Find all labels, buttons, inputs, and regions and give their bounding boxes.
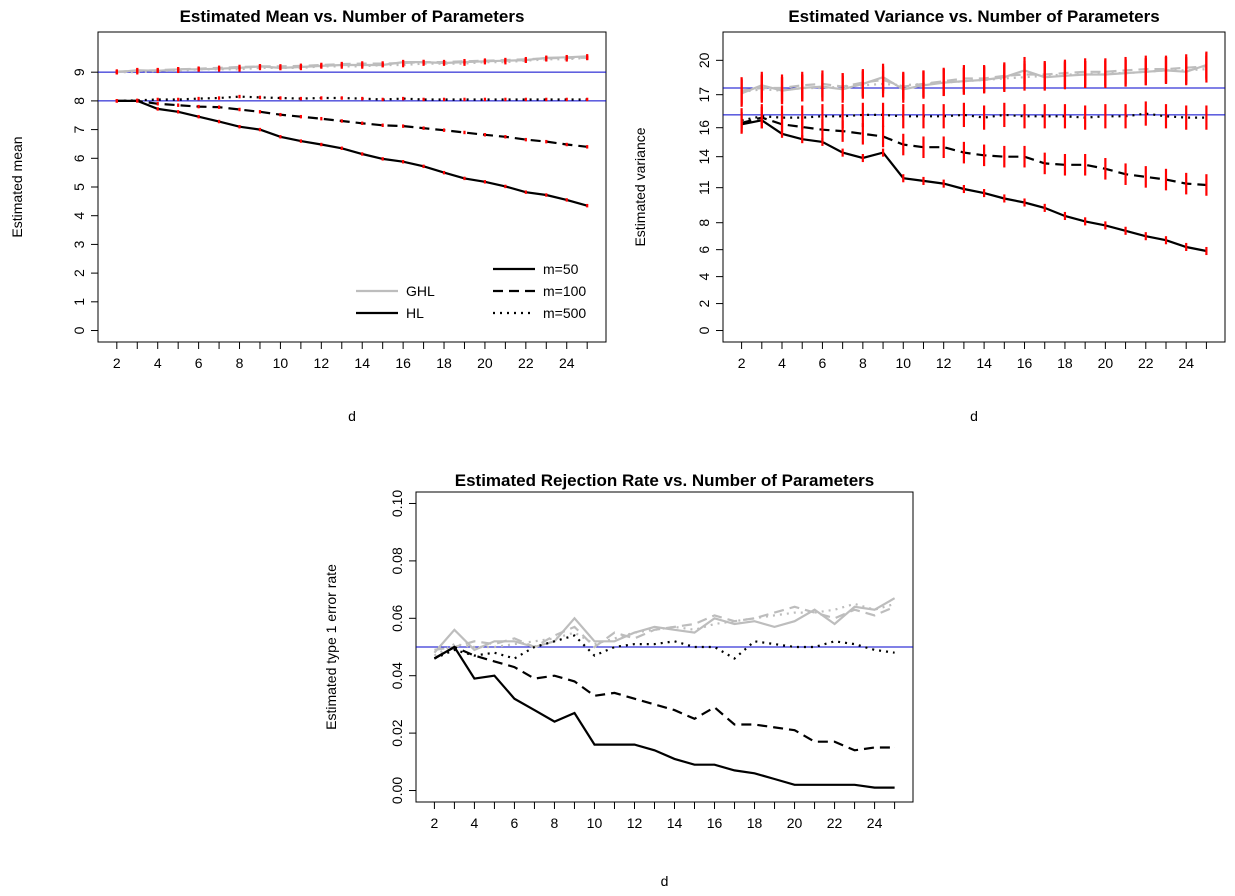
x-tick-label: 6 <box>511 815 519 831</box>
x-tick-label: 10 <box>587 815 603 831</box>
x-tick-label: 22 <box>1138 355 1154 371</box>
y-tick-label: 2 <box>71 269 87 277</box>
legend-label: m=50 <box>543 261 579 277</box>
series-hl-m100 <box>741 116 1207 187</box>
x-tick-label: 8 <box>236 355 244 371</box>
y-axis-label: Estimated type 1 error rate <box>323 564 339 730</box>
y-tick-label: 3 <box>71 240 87 248</box>
y-axis-label: Estimated variance <box>632 127 648 246</box>
x-tick-label: 8 <box>551 815 559 831</box>
x-tick-label: 4 <box>778 355 786 371</box>
x-tick-label: 18 <box>747 815 763 831</box>
plot-frame <box>722 31 1226 343</box>
legend-label: GHL <box>406 283 435 299</box>
x-tick-label: 4 <box>154 355 162 371</box>
x-tick-label: 16 <box>395 355 411 371</box>
chart-title: Estimated Mean vs. Number of Parameters <box>180 7 525 26</box>
y-tick-label: 16 <box>696 120 712 136</box>
panel-3: Estimated Rejection Rate vs. Number of P… <box>323 471 914 889</box>
x-tick-label: 14 <box>976 355 992 371</box>
x-tick-label: 14 <box>667 815 683 831</box>
x-tick-label: 12 <box>627 815 643 831</box>
x-axis-label: d <box>970 408 978 424</box>
series-hl-m500 <box>116 95 588 102</box>
series-hl-m50 <box>741 119 1207 253</box>
x-tick-label: 24 <box>867 815 883 831</box>
x-tick-label: 20 <box>787 815 803 831</box>
y-tick-label: 4 <box>71 212 87 220</box>
x-tick-label: 22 <box>827 815 843 831</box>
x-tick-label: 2 <box>113 355 121 371</box>
y-tick-label: 4 <box>696 273 712 281</box>
x-tick-label: 18 <box>436 355 452 371</box>
y-tick-label: 0 <box>71 326 87 334</box>
chart-title: Estimated Variance vs. Number of Paramet… <box>788 7 1159 26</box>
x-tick-label: 8 <box>859 355 867 371</box>
chart-title: Estimated Rejection Rate vs. Number of P… <box>455 471 874 490</box>
x-tick-label: 12 <box>314 355 330 371</box>
y-tick-label: 6 <box>696 246 712 254</box>
y-tick-label: 14 <box>696 149 712 165</box>
series-hl-m100 <box>433 645 895 752</box>
series-hl-m500 <box>741 112 1207 122</box>
y-tick-label: 20 <box>696 52 712 68</box>
y-tick-label: 0.00 <box>389 777 405 804</box>
series-ghl-m100 <box>116 56 588 73</box>
x-tick-label: 2 <box>738 355 746 371</box>
panel-1: Estimated Mean vs. Number of Parameters 2… <box>9 7 607 424</box>
x-tick-label: 16 <box>1017 355 1033 371</box>
y-tick-label: 9 <box>71 68 87 76</box>
y-tick-label: 0.02 <box>389 719 405 746</box>
y-tick-label: 2 <box>696 299 712 307</box>
x-tick-label: 20 <box>1098 355 1114 371</box>
series-ghl-m100 <box>741 65 1207 92</box>
y-tick-label: 5 <box>71 183 87 191</box>
x-tick-label: 14 <box>354 355 370 371</box>
series-hl-m50 <box>116 99 588 207</box>
x-tick-label: 10 <box>273 355 289 371</box>
legend-label: HL <box>406 305 424 321</box>
series-hl-m50 <box>433 645 895 789</box>
y-tick-label: 11 <box>696 180 712 195</box>
y-tick-label: 0.04 <box>389 662 405 689</box>
x-tick-label: 2 <box>431 815 439 831</box>
x-axis-label: d <box>661 873 669 889</box>
series-ghl-m500 <box>433 602 895 657</box>
x-tick-label: 18 <box>1057 355 1073 371</box>
series-hl-m100 <box>116 99 588 148</box>
y-tick-label: 0.06 <box>389 604 405 631</box>
legend-label: m=500 <box>543 305 586 321</box>
y-tick-label: 6 <box>71 154 87 162</box>
y-tick-label: 8 <box>696 219 712 227</box>
x-tick-label: 4 <box>471 815 479 831</box>
y-tick-label: 0.10 <box>389 490 405 517</box>
plot-frame <box>97 31 607 343</box>
x-axis-label: d <box>348 408 356 424</box>
x-tick-label: 24 <box>1178 355 1194 371</box>
series-ghl-m500 <box>116 56 588 74</box>
series-hl-m500 <box>433 634 895 660</box>
y-tick-label: 8 <box>71 97 87 105</box>
x-tick-label: 6 <box>195 355 203 371</box>
x-tick-label: 10 <box>895 355 911 371</box>
series-ghl-m500 <box>741 68 1207 94</box>
y-axis-label: Estimated mean <box>9 136 25 237</box>
x-tick-label: 22 <box>518 355 534 371</box>
legend-label: m=100 <box>543 283 586 299</box>
legend: GHL HL m=50 m=100 m=500 <box>356 261 586 321</box>
x-tick-label: 6 <box>819 355 827 371</box>
panel-2: Estimated Variance vs. Number of Paramet… <box>632 7 1226 424</box>
y-tick-label: 7 <box>71 125 87 133</box>
y-tick-label: 17 <box>696 87 712 103</box>
x-tick-label: 24 <box>559 355 575 371</box>
series-ghl-m50 <box>741 63 1207 95</box>
y-tick-label: 0.08 <box>389 547 405 574</box>
x-tick-label: 16 <box>707 815 723 831</box>
x-tick-label: 12 <box>936 355 952 371</box>
x-tick-label: 20 <box>477 355 493 371</box>
y-tick-label: 0 <box>696 326 712 334</box>
y-tick-label: 1 <box>71 298 87 306</box>
